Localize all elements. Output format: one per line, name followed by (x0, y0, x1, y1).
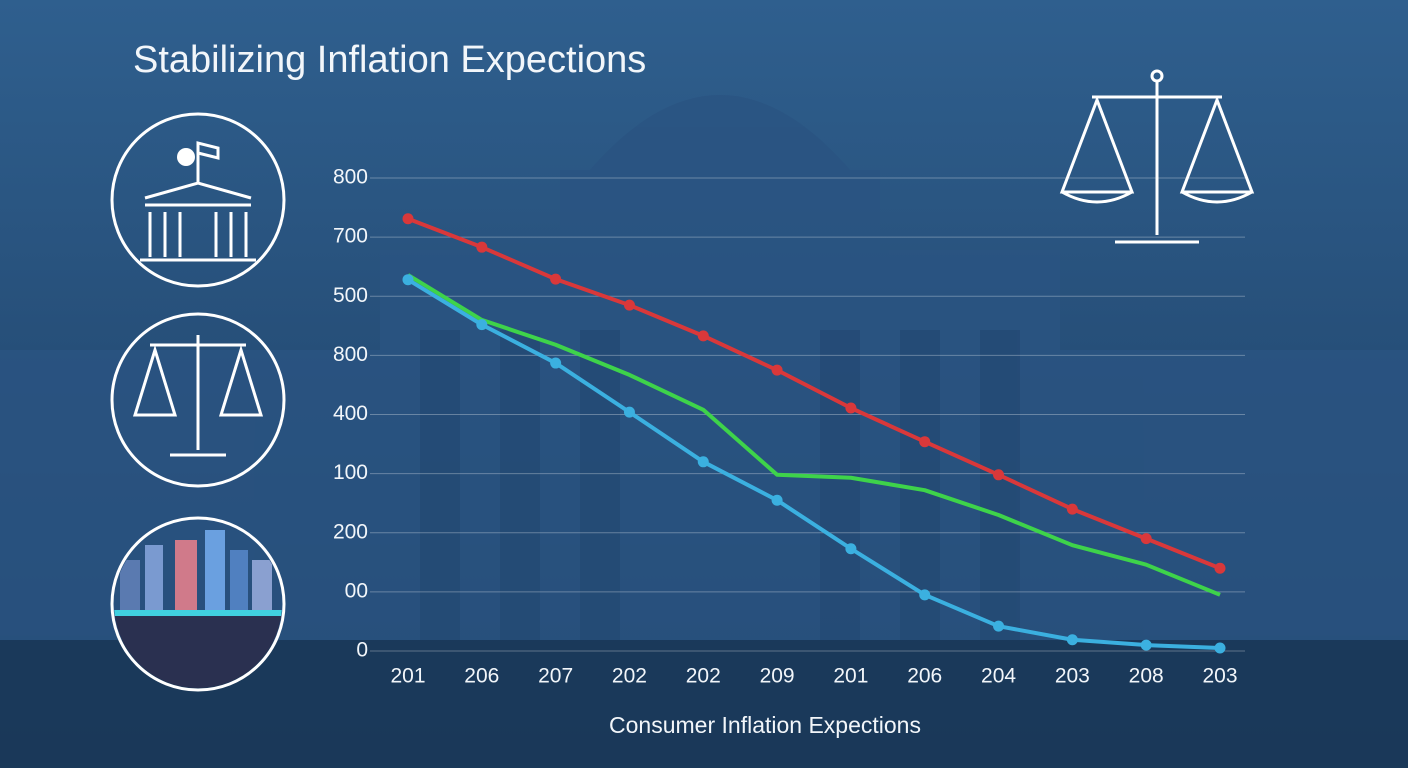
x-tick-label: 204 (981, 665, 1016, 688)
point (1214, 642, 1226, 654)
x-tick-label: 202 (686, 665, 721, 688)
y-tick-label: 200 (333, 520, 368, 543)
bank-icon (110, 112, 286, 288)
y-tick-label: 400 (333, 402, 368, 425)
point (845, 402, 857, 414)
point (697, 330, 709, 342)
x-tick-label: 201 (833, 665, 868, 688)
x-tick-label: 203 (1202, 665, 1237, 688)
point (402, 274, 414, 286)
point (771, 494, 783, 506)
scale-icon-large (1059, 69, 1255, 244)
x-tick-label: 206 (464, 665, 499, 688)
point (1140, 639, 1152, 651)
x-tick-label: 202 (612, 665, 647, 688)
x-tick-label: 208 (1129, 665, 1164, 688)
point (1140, 533, 1152, 545)
x-tick-label: 201 (390, 665, 425, 688)
y-tick-label: 0 (356, 639, 368, 662)
point (476, 241, 488, 253)
y-tick-label: 500 (333, 284, 368, 307)
y-tick-label: 700 (333, 225, 368, 248)
point (993, 620, 1005, 632)
point (993, 469, 1005, 481)
y-tick-label: 00 (345, 579, 368, 602)
chart-title: Stabilizing Inflation Expections (133, 39, 646, 81)
series-line (406, 273, 1221, 597)
point (402, 213, 414, 225)
y-tick-label: 800 (333, 166, 368, 189)
city-icon (110, 516, 286, 692)
point (771, 364, 783, 376)
y-tick-label: 100 (333, 461, 368, 484)
point (919, 436, 931, 448)
x-tick-label: 207 (538, 665, 573, 688)
point (845, 543, 857, 555)
point (550, 357, 562, 369)
point (919, 589, 931, 601)
x-tick-label: 203 (1055, 665, 1090, 688)
x-axis-label: Consumer Inflation Expections (609, 712, 921, 738)
point (1066, 634, 1078, 646)
point (476, 319, 488, 331)
point (1214, 562, 1226, 574)
point (1066, 503, 1078, 515)
x-tick-label: 206 (907, 665, 942, 688)
point (623, 299, 635, 311)
point (697, 456, 709, 468)
series-line (407, 216, 1221, 571)
point (623, 406, 635, 418)
x-tick-label: 209 (760, 665, 795, 688)
series-line (406, 277, 1221, 651)
y-tick-label: 800 (333, 343, 368, 366)
point (550, 273, 562, 285)
scale-icon (110, 312, 286, 488)
